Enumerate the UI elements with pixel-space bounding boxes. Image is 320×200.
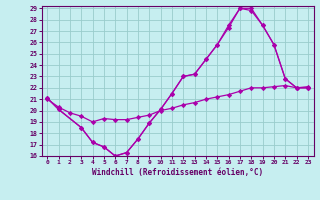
X-axis label: Windchill (Refroidissement éolien,°C): Windchill (Refroidissement éolien,°C) <box>92 168 263 177</box>
